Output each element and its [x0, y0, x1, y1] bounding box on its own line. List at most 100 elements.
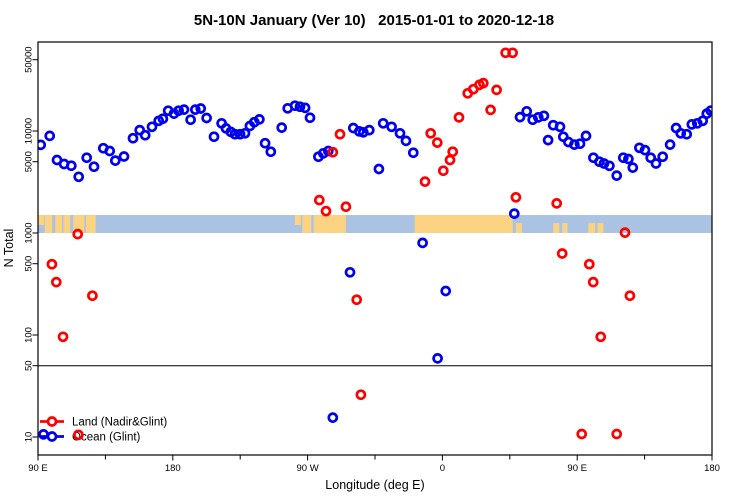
- y-axis-title: N Total: [2, 229, 16, 268]
- y-tick-label: 500: [23, 256, 34, 272]
- x-axis-title: Longitude (deg E): [325, 478, 424, 492]
- data-point: [46, 258, 58, 270]
- x-tick-label: 90 E: [567, 463, 587, 474]
- band-land-patch: [562, 223, 568, 233]
- data-point: [195, 103, 207, 114]
- data-point: [664, 139, 676, 150]
- data-point: [334, 128, 346, 140]
- band-land-patch: [63, 215, 71, 233]
- data-point: [675, 127, 687, 139]
- data-point: [485, 104, 496, 116]
- band-land-patch: [597, 223, 604, 233]
- data-point: [377, 117, 389, 129]
- map-band-strip: [38, 215, 712, 233]
- data-point: [508, 208, 520, 219]
- data-point: [538, 110, 550, 122]
- data-point: [532, 112, 544, 123]
- band-land-patch: [414, 215, 513, 233]
- data-point: [87, 290, 98, 302]
- data-point: [44, 130, 56, 142]
- data-point: [289, 100, 301, 112]
- legend: Land (Nadir&Glint) Ocean (Glint): [40, 416, 167, 444]
- data-point: [417, 237, 428, 249]
- data-point: [425, 127, 437, 139]
- data-point: [447, 146, 459, 158]
- band-land-patch: [313, 215, 346, 233]
- data-point: [580, 130, 592, 142]
- x-tick-label: 180: [704, 463, 720, 474]
- y-tick-label: 1000: [23, 222, 34, 243]
- data-point: [477, 77, 489, 89]
- data-point: [157, 113, 169, 125]
- data-point: [491, 84, 502, 96]
- legend-land-marker-icon: [46, 416, 58, 427]
- data-point: [650, 158, 662, 169]
- data-point: [81, 152, 93, 164]
- data-point: [327, 412, 339, 423]
- y-tick-label: 10000: [23, 118, 34, 144]
- y-tick-label: 50: [23, 360, 34, 371]
- data-point: [344, 266, 356, 278]
- data-point: [595, 331, 607, 343]
- band-land-patch: [294, 215, 301, 225]
- data-point: [254, 114, 265, 125]
- band-land-patch: [38, 215, 44, 225]
- data-point: [394, 127, 406, 139]
- data-point: [619, 227, 631, 238]
- data-point: [73, 429, 84, 441]
- data-point: [521, 105, 533, 117]
- band-land-patch: [85, 215, 96, 233]
- legend-ocean-marker-icon: [46, 431, 58, 442]
- data-point: [73, 171, 85, 183]
- data-point: [645, 152, 657, 164]
- data-point: [294, 101, 306, 113]
- data-point: [554, 121, 566, 133]
- data-point: [542, 134, 554, 146]
- data-point: [178, 104, 190, 115]
- data-point: [139, 129, 151, 141]
- y-tick-label: 50000: [23, 46, 34, 72]
- data-point: [355, 389, 367, 401]
- band-land-patch: [515, 223, 522, 233]
- band-land-patch: [302, 215, 312, 233]
- data-point: [104, 145, 116, 157]
- data-point: [444, 154, 456, 166]
- data-point: [611, 170, 623, 181]
- band-land-patch: [588, 223, 596, 233]
- data-point: [38, 429, 49, 440]
- data-point: [639, 144, 651, 156]
- legend-land-label: Land (Nadir&Glint): [72, 417, 167, 429]
- data-point: [173, 105, 184, 117]
- plot-border: [37, 41, 713, 456]
- data-point: [440, 285, 452, 297]
- band-land-patch: [44, 215, 53, 233]
- data-point: [320, 205, 332, 217]
- data-point: [299, 102, 311, 114]
- data-point: [185, 114, 196, 126]
- data-point: [304, 112, 316, 124]
- data-point: [88, 161, 100, 173]
- data-point: [50, 276, 62, 288]
- data-point: [598, 158, 610, 169]
- data-point: [556, 248, 568, 259]
- data-point: [583, 258, 595, 270]
- data-point: [146, 121, 158, 133]
- data-point: [611, 428, 623, 440]
- legend-ocean-label: Ocean (Glint): [72, 432, 141, 444]
- data-point: [419, 176, 431, 187]
- data-point: [431, 137, 443, 148]
- data-point: [109, 155, 121, 166]
- series-land-nadir-glint: [46, 47, 636, 441]
- band-ocean: [38, 215, 712, 233]
- data-point: [38, 139, 47, 151]
- data-point: [340, 201, 352, 213]
- data-point: [400, 135, 412, 147]
- data-point: [604, 160, 615, 172]
- data-point: [617, 152, 629, 164]
- data-point: [623, 153, 634, 165]
- y-tick-label: 5000: [23, 151, 34, 172]
- series-ocean-glint: [38, 100, 712, 440]
- data-point: [208, 131, 220, 143]
